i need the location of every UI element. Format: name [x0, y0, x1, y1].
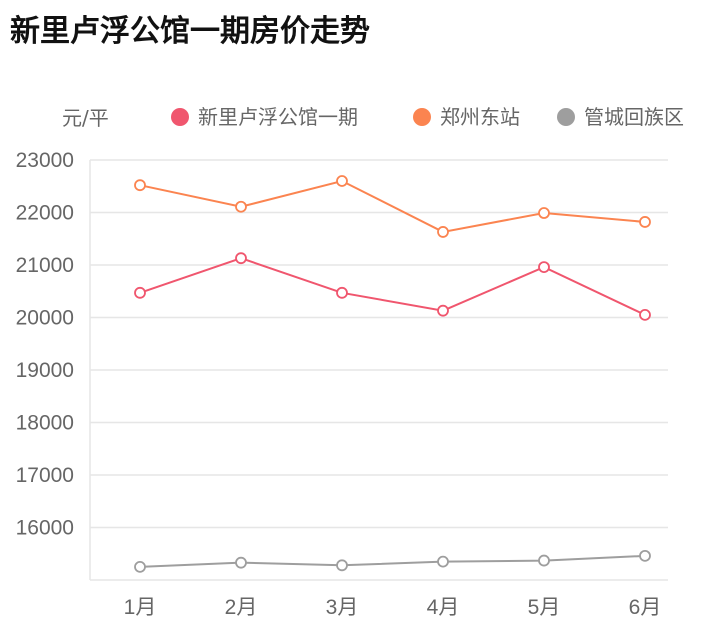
data-point	[235, 556, 247, 569]
y-tick-label: 21000	[16, 254, 74, 277]
series-line	[139, 554, 646, 568]
data-point	[134, 560, 146, 573]
series-line	[139, 257, 646, 316]
y-tick-label: 22000	[16, 202, 74, 225]
x-tick-label: 3月	[326, 596, 359, 619]
x-tick-label: 5月	[528, 596, 561, 619]
data-point	[437, 304, 449, 317]
y-axis-unit-label: 元/平	[62, 106, 109, 130]
data-point	[134, 286, 146, 299]
data-point	[437, 226, 449, 238]
legend-marker	[171, 108, 189, 126]
data-point	[336, 286, 348, 299]
data-point	[538, 207, 550, 219]
data-point	[235, 200, 247, 213]
data-point	[437, 555, 449, 568]
legend-label: 新里卢浮公馆一期	[198, 105, 358, 129]
chart-title: 新里卢浮公馆一期房价走势	[10, 14, 370, 49]
x-tick-label: 4月	[427, 596, 460, 619]
data-point	[235, 252, 247, 265]
legend-marker	[557, 108, 575, 126]
y-tick-label: 20000	[16, 307, 74, 330]
legend-label: 管城回族区	[584, 105, 684, 129]
y-tick-label: 23000	[16, 149, 74, 172]
x-tick-label: 1月	[124, 596, 157, 619]
data-point	[134, 179, 146, 192]
data-point	[336, 559, 348, 572]
data-point	[639, 308, 651, 321]
data-point	[639, 216, 651, 228]
series-line	[139, 179, 646, 233]
x-tick-label: 2月	[225, 596, 258, 619]
data-point	[336, 175, 348, 187]
y-tick-label: 17000	[16, 464, 74, 487]
y-tick-label: 19000	[16, 359, 74, 382]
data-point	[538, 554, 550, 567]
data-point	[538, 261, 550, 274]
y-tick-label: 18000	[16, 412, 74, 435]
data-point	[639, 549, 651, 562]
y-tick-label: 16000	[16, 517, 74, 540]
x-tick-label: 6月	[629, 596, 662, 619]
legend-label: 郑州东站	[440, 105, 520, 129]
legend-marker	[413, 108, 431, 126]
